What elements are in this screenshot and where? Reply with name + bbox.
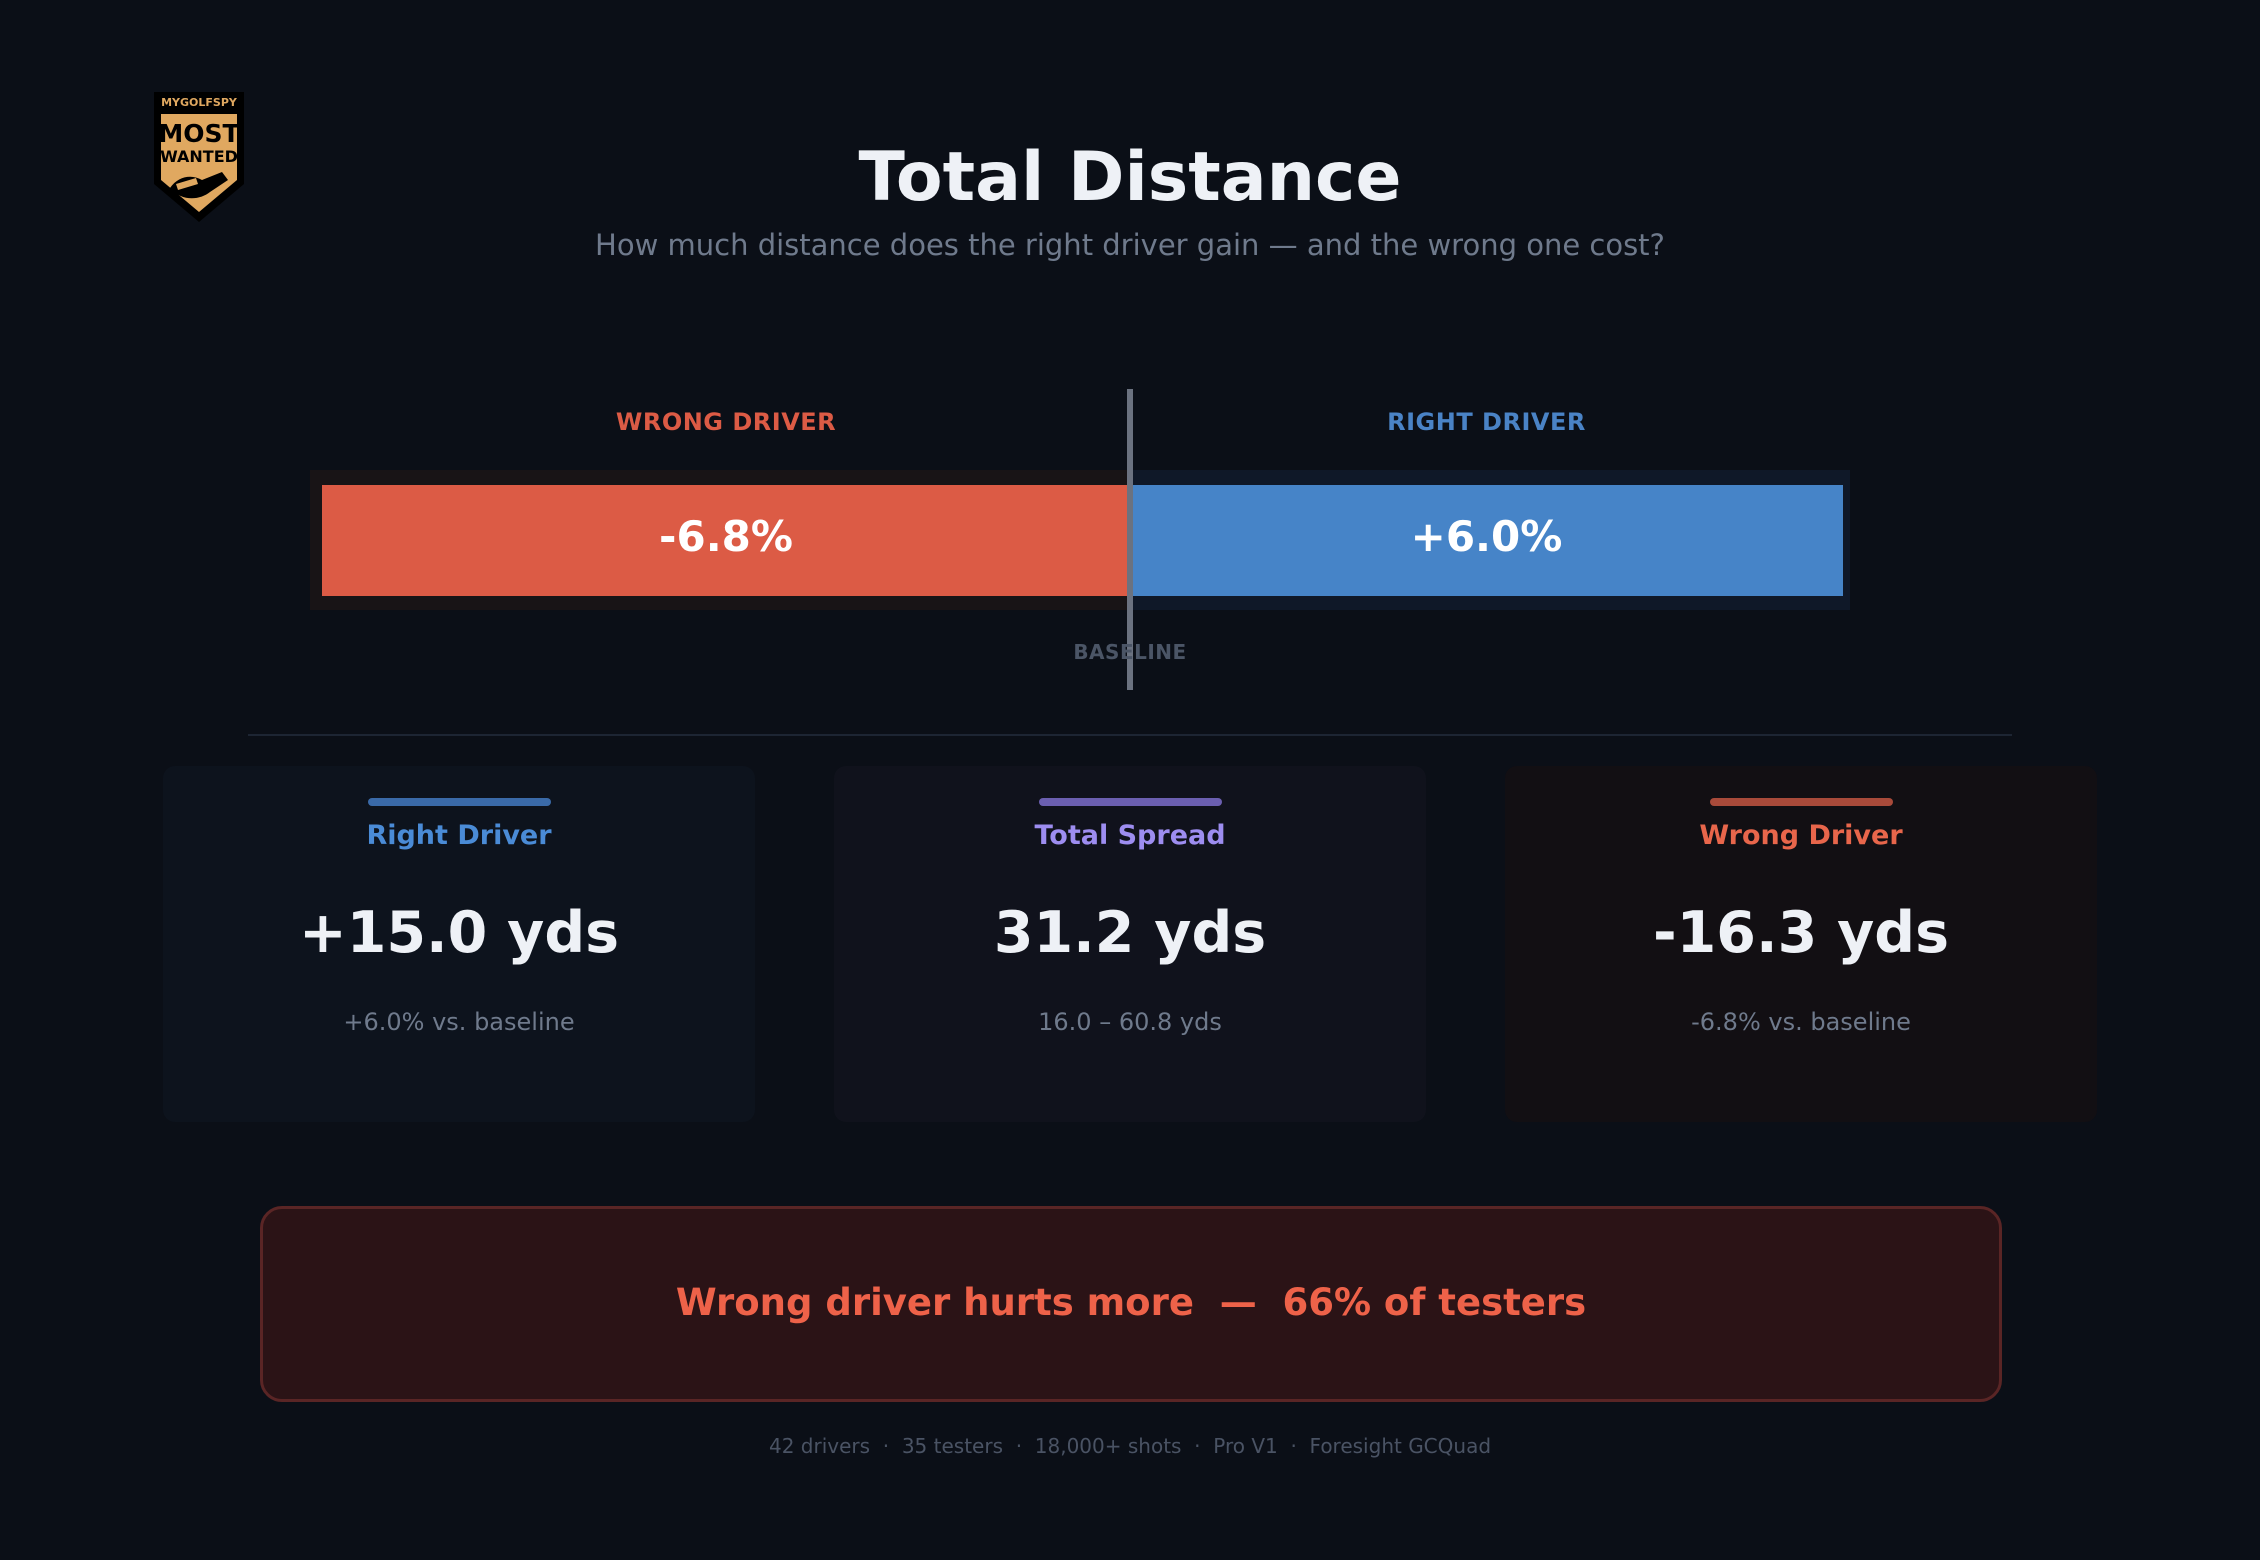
footer-stats: 42 drivers · 35 testers · 18,000+ shots … xyxy=(768,1434,1492,1458)
right-driver-value: +6.0% xyxy=(1410,512,1563,561)
wrong-driver-bar xyxy=(322,485,1130,596)
svg-text:WANTED: WANTED xyxy=(160,147,238,166)
wrong-driver-label: WRONG DRIVER xyxy=(615,408,837,436)
most-wanted-logo: MYGOLFSPY MOST WANTED xyxy=(154,92,244,222)
card-label: Total Spread xyxy=(1034,820,1226,851)
page-title: Total Distance xyxy=(858,138,1402,217)
card-accent xyxy=(368,798,551,806)
page-subtitle: How much distance does the right driver … xyxy=(595,228,1665,262)
wrong-driver-value: -6.8% xyxy=(659,512,793,561)
card-label: Right Driver xyxy=(366,820,552,851)
card-wrong-driver: Wrong Driver -16.3 yds -6.8% vs. baselin… xyxy=(1505,766,2097,1122)
right-driver-label: RIGHT DRIVER xyxy=(1387,408,1586,436)
card-subtext: 16.0 – 60.8 yds xyxy=(1038,1008,1222,1036)
baseline-label: BASELINE xyxy=(1073,640,1187,664)
callout-text: Wrong driver hurts more — 66% of testers xyxy=(675,1281,1587,1324)
callout-box: Wrong driver hurts more — 66% of testers xyxy=(260,1206,2002,1402)
card-label: Wrong Driver xyxy=(1699,820,1903,851)
card-value: 31.2 yds xyxy=(993,900,1267,966)
right-driver-bar xyxy=(1130,485,1843,596)
section-divider xyxy=(248,734,2012,736)
diverging-bar-chart xyxy=(310,470,1850,610)
card-value: -16.3 yds xyxy=(1652,900,1950,966)
card-subtext: +6.0% vs. baseline xyxy=(343,1008,575,1036)
card-right-driver: Right Driver +15.0 yds +6.0% vs. baselin… xyxy=(163,766,755,1122)
card-accent xyxy=(1710,798,1893,806)
card-accent xyxy=(1039,798,1222,806)
svg-text:MYGOLFSPY: MYGOLFSPY xyxy=(161,96,238,109)
baseline-line xyxy=(1127,389,1133,690)
card-value: +15.0 yds xyxy=(298,900,620,966)
svg-text:MOST: MOST xyxy=(158,119,239,148)
card-subtext: -6.8% vs. baseline xyxy=(1691,1008,1911,1036)
card-total-spread: Total Spread 31.2 yds 16.0 – 60.8 yds xyxy=(834,766,1426,1122)
